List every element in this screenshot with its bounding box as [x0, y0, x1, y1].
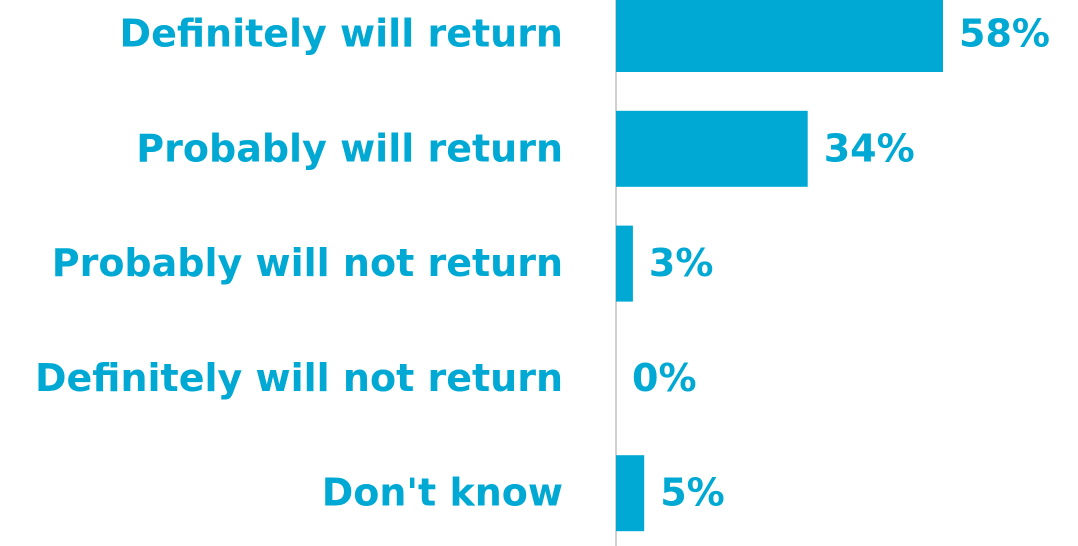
value-label: 34%	[824, 126, 915, 170]
category-label: Don't know	[322, 471, 563, 515]
category-label: Definitely will not return	[35, 356, 563, 400]
value-label: 58%	[959, 12, 1050, 56]
category-label: Probably will return	[136, 126, 563, 170]
value-label: 3%	[649, 241, 714, 285]
bar	[616, 110, 808, 187]
bar	[616, 455, 645, 532]
value-label: 0%	[632, 356, 697, 400]
category-label: Probably will not return	[52, 241, 563, 285]
bar	[616, 0, 943, 72]
category-label: Definitely will return	[120, 12, 563, 56]
value-label: 5%	[660, 471, 725, 515]
bar	[616, 225, 633, 302]
